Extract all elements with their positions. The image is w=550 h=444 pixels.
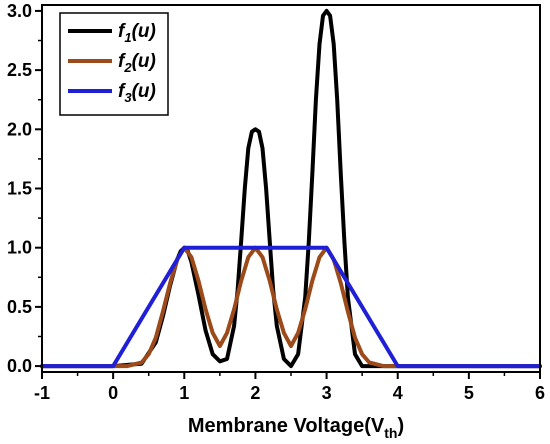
- y-axis: 0.0 0.5 1.0 1.5 2.0 2.5 3.0: [7, 1, 42, 376]
- legend-label-f3: f3(u): [118, 81, 156, 105]
- x-tick-label: 5: [464, 383, 474, 403]
- x-tick-label: -1: [34, 383, 50, 403]
- series-line-f2: [40, 245, 542, 369]
- x-tick-label: 1: [179, 383, 189, 403]
- legend: f1(u) f2(u) f3(u): [59, 12, 169, 116]
- x-tick-label: 6: [535, 383, 545, 403]
- y-tick-label: 3.0: [7, 1, 32, 21]
- x-tick-label: 3: [322, 383, 332, 403]
- legend-label-f2: f2(u): [118, 51, 156, 75]
- y-tick-label: 2.0: [7, 119, 32, 139]
- x-tick-label: 2: [250, 383, 260, 403]
- y-tick-label: 0.0: [7, 356, 32, 376]
- y-tick-label: 1.0: [7, 238, 32, 258]
- x-tick-label: 4: [393, 383, 403, 403]
- x-tick-label: 0: [108, 383, 118, 403]
- legend-label-f1: f1(u): [118, 21, 156, 45]
- series-lines: [40, 8, 542, 369]
- y-tick-label: 0.5: [7, 297, 32, 317]
- x-axis-label: Membrane Voltage(Vth): [188, 415, 404, 441]
- y-tick-label: 2.5: [7, 60, 32, 80]
- y-tick-label: 1.5: [7, 179, 32, 199]
- series-line-f3: [40, 245, 542, 369]
- x-axis: -1 0 1 2 3 4 5 6: [34, 372, 545, 403]
